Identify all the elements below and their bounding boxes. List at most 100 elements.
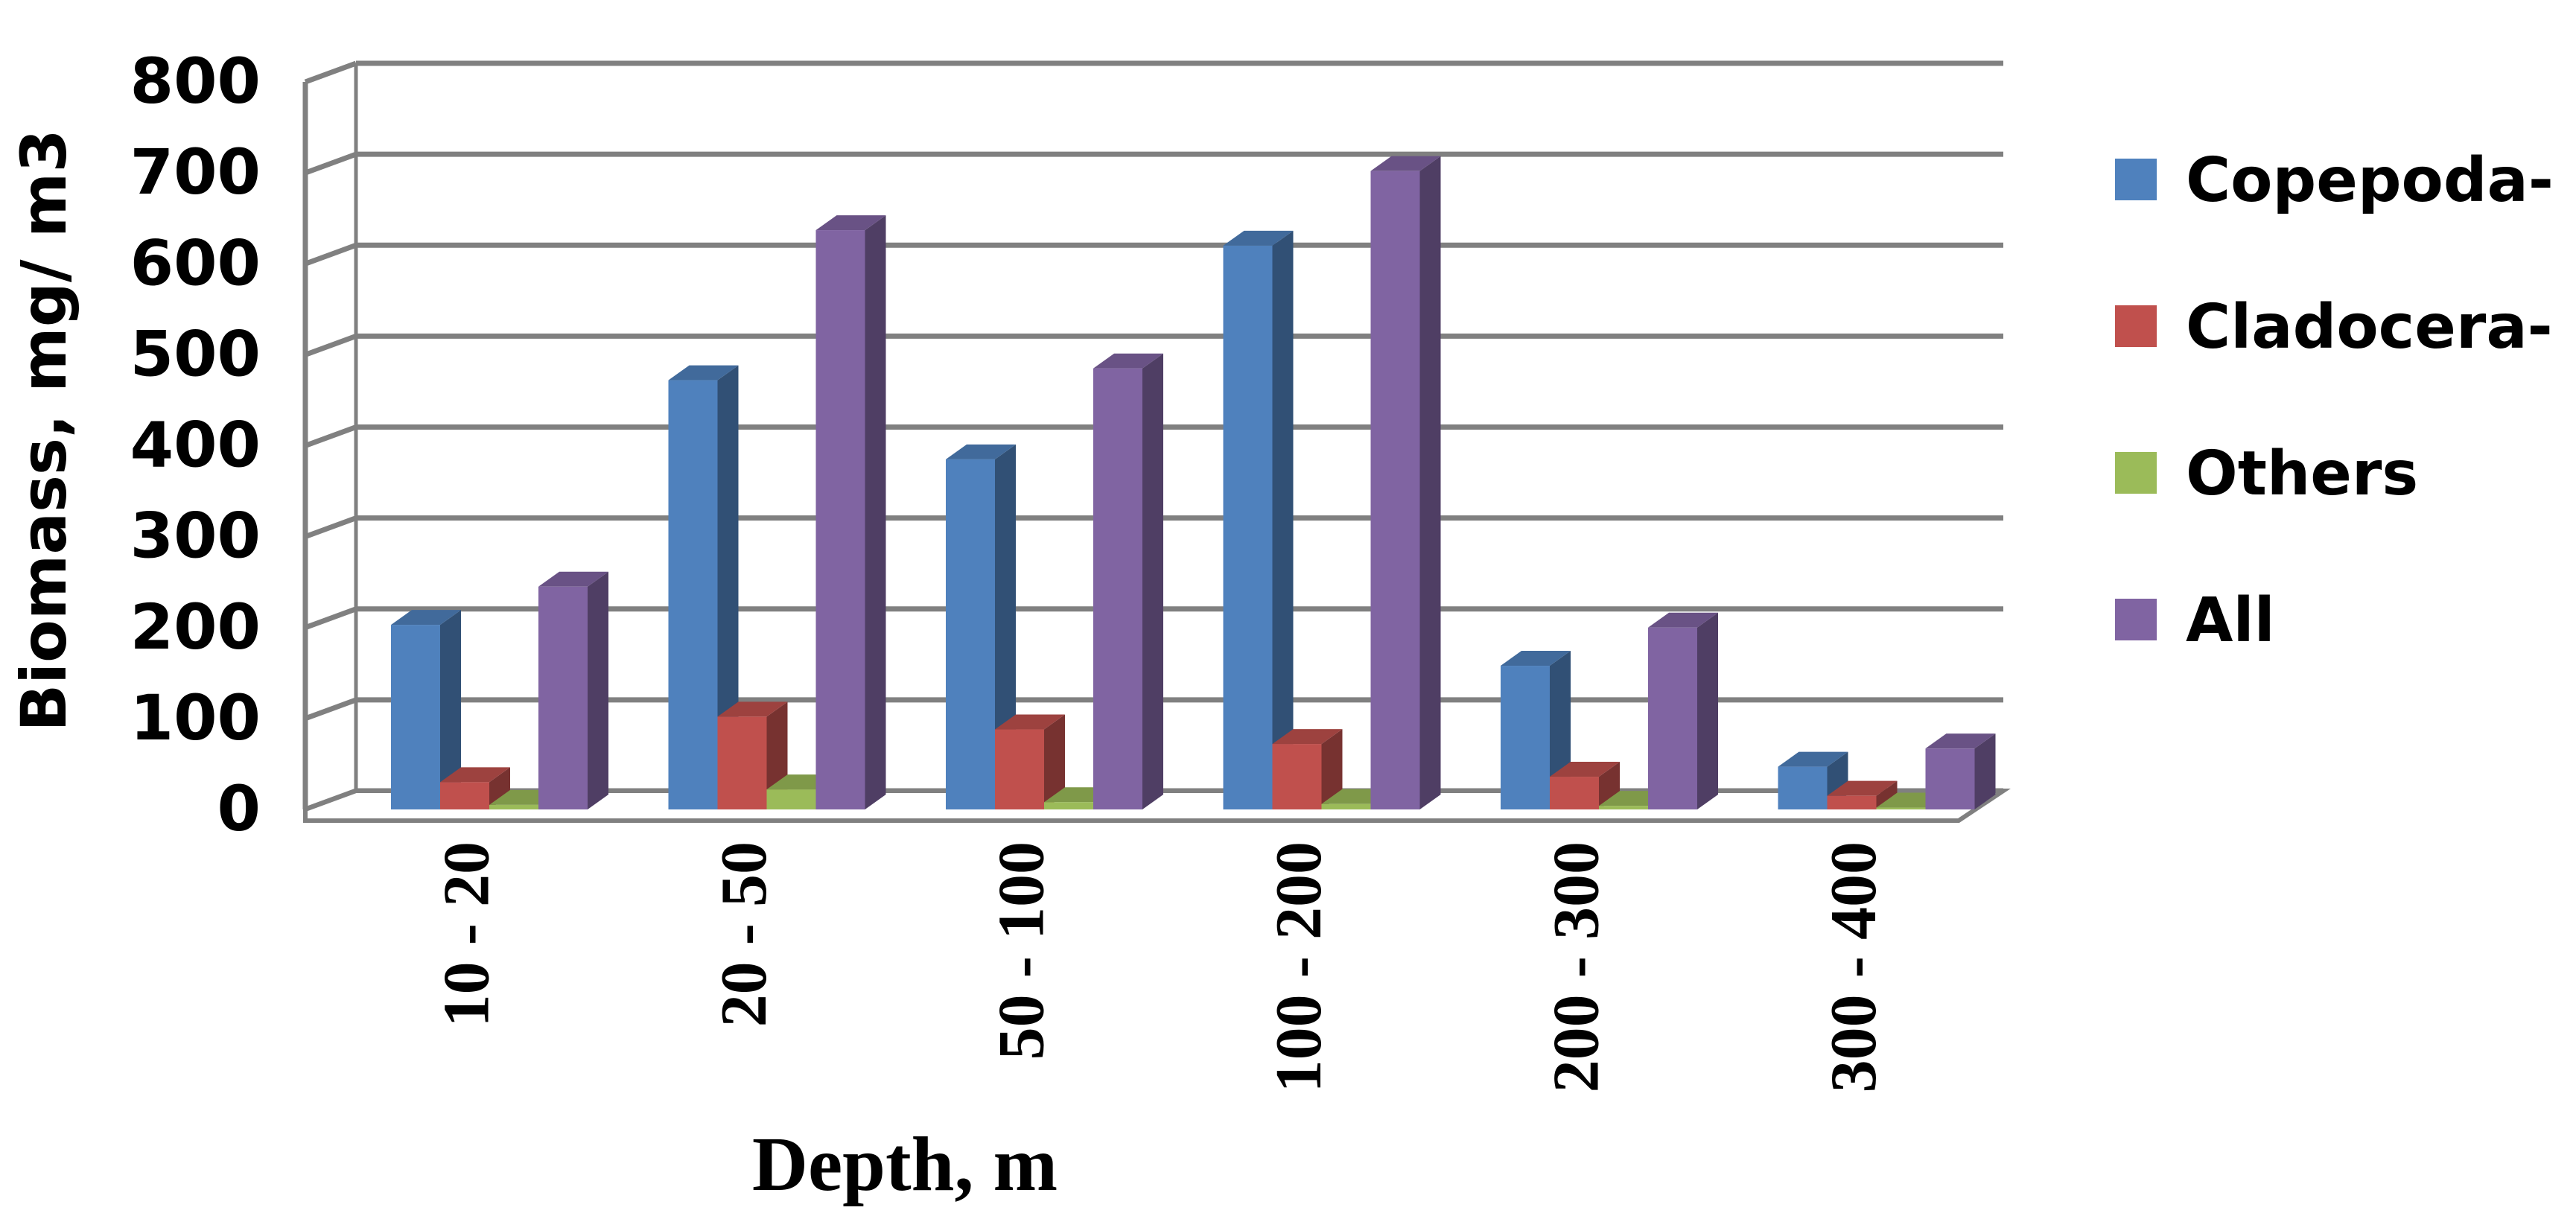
bar-top — [1648, 612, 1718, 628]
bar-front — [1370, 171, 1420, 809]
bar-top — [1827, 780, 1898, 796]
bar-top — [1778, 751, 1848, 767]
bar-front — [1827, 795, 1877, 809]
legend-label: Copepoda- — [2186, 145, 2554, 216]
bar-front — [1876, 807, 1926, 809]
bar — [1501, 651, 1571, 809]
bar-top — [391, 610, 461, 626]
bar-side — [865, 215, 886, 810]
bar-side — [1697, 612, 1718, 809]
x-tick-label: 300 - 400 — [1818, 841, 1890, 1092]
bar-top — [946, 444, 1016, 459]
bar-top — [668, 365, 739, 381]
bar-top — [1370, 156, 1441, 171]
side-gridline — [304, 60, 357, 85]
side-gridline — [304, 515, 357, 539]
bar — [1223, 230, 1294, 809]
side-gridline — [304, 697, 357, 722]
bar-top — [1501, 651, 1571, 666]
x-tick-label: 100 - 200 — [1263, 841, 1335, 1092]
bar-front — [1501, 666, 1550, 809]
bar-top — [1093, 353, 1163, 369]
bar — [1370, 156, 1441, 809]
bar-front — [717, 716, 767, 809]
side-gridline — [304, 151, 357, 176]
bar-top — [538, 571, 608, 587]
bar-side — [1044, 714, 1065, 809]
bar-top — [440, 767, 510, 783]
bar-front — [1044, 802, 1093, 809]
bar-side — [1876, 780, 1898, 809]
bar-top — [1925, 733, 1996, 749]
x-tick-label: 10 - 20 — [431, 841, 503, 1027]
bar — [946, 444, 1016, 809]
legend-swatch — [2115, 599, 2157, 640]
side-gridline — [304, 606, 357, 631]
y-tick-label: 600 — [130, 226, 261, 299]
bar-front — [946, 459, 995, 809]
bar-front — [1925, 748, 1975, 809]
x-tick-label: 20 - 50 — [708, 841, 780, 1027]
x-tick-label: 200 - 300 — [1541, 841, 1613, 1092]
side-gridline — [304, 334, 357, 357]
bar — [668, 365, 739, 809]
bar — [1550, 762, 1620, 809]
bar-front — [489, 804, 538, 809]
y-tick-label: 100 — [130, 681, 261, 754]
legend-label: Cladocera- — [2186, 292, 2553, 363]
bars — [391, 156, 1996, 810]
y-tick-label: 0 — [217, 772, 261, 845]
bar — [1272, 729, 1343, 809]
bar — [815, 215, 886, 810]
bar — [1925, 733, 1996, 809]
bar-front — [995, 729, 1044, 809]
x-tick-label: 50 - 100 — [986, 841, 1058, 1060]
bar-top — [1272, 729, 1343, 745]
bar-top — [1223, 230, 1294, 246]
bar-top — [717, 701, 788, 717]
bar — [1648, 612, 1718, 809]
legend: Copepoda- Cladocera- Others All — [2115, 145, 2554, 656]
bar-side — [588, 571, 608, 809]
bar — [440, 767, 510, 809]
legend-swatch — [2115, 452, 2157, 494]
y-axis-title: Biomass, mg/ m3 — [7, 129, 80, 731]
y-tick-label: 700 — [130, 136, 261, 209]
bar-side — [717, 365, 739, 809]
x-tick-labels: 10 - 20 20 - 50 50 - 100 100 - 200 200 - 300… — [431, 841, 1891, 1092]
bar-front — [1093, 368, 1142, 810]
bar-front — [391, 625, 440, 809]
legend-swatch — [2115, 305, 2157, 347]
y-tick-label: 800 — [130, 45, 261, 118]
bar-front — [1778, 766, 1828, 809]
bar-front — [815, 230, 865, 810]
side-gridline — [304, 424, 357, 448]
bar-side — [440, 610, 461, 809]
side-gridline — [304, 242, 357, 267]
bar-front — [1648, 627, 1697, 809]
y-tick-label: 300 — [130, 500, 261, 573]
bar — [1827, 780, 1898, 809]
bar-top — [1550, 762, 1620, 777]
bar-top — [815, 215, 886, 231]
bar-front — [1599, 806, 1648, 809]
bar — [995, 714, 1065, 809]
bar-front — [766, 789, 816, 809]
gridlines — [302, 60, 2003, 812]
bar-front — [1550, 777, 1599, 809]
y-tick-label: 200 — [130, 591, 261, 663]
bar-top — [995, 714, 1065, 730]
bar-front — [1223, 245, 1273, 809]
bar-front — [1272, 744, 1322, 809]
y-tick-label: 400 — [130, 409, 261, 482]
y-tick-label: 500 — [130, 317, 261, 390]
bar — [391, 610, 461, 809]
bar-side — [1142, 353, 1163, 810]
legend-label: All — [2186, 585, 2275, 656]
bar-side — [1272, 230, 1294, 809]
bar-side — [1419, 156, 1441, 809]
bar-front — [668, 380, 718, 809]
bar-side — [1974, 733, 1996, 809]
